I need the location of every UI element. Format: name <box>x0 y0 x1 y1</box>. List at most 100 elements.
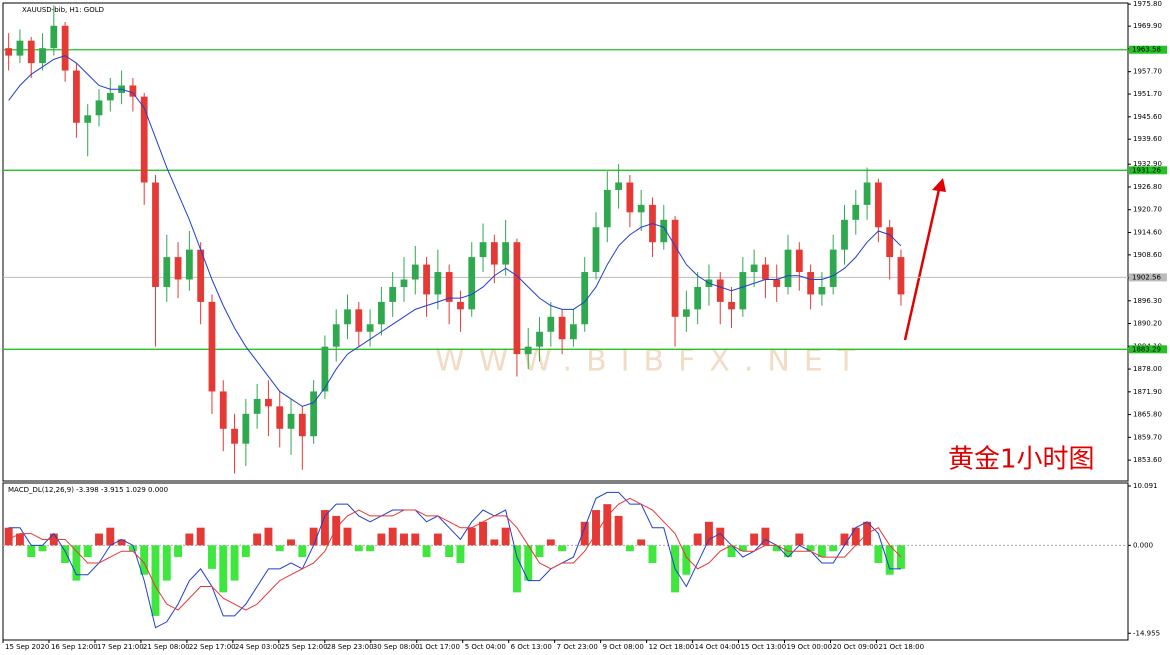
candle-body <box>95 100 103 116</box>
macd-histogram <box>4 527 13 546</box>
candle-body <box>536 331 543 347</box>
y-tick-label: 0.000 <box>1133 541 1153 549</box>
macd-histogram <box>840 533 849 546</box>
candle-body <box>682 309 690 317</box>
candle-body <box>716 279 724 302</box>
current-price-label: 1902.56 <box>1132 273 1161 281</box>
candle-body <box>265 398 272 407</box>
candle-body <box>524 346 532 355</box>
macd-histogram <box>117 539 126 546</box>
macd-histogram <box>140 545 149 575</box>
candle-body <box>39 48 46 64</box>
macd-histogram <box>682 545 691 575</box>
x-tick-label: 17 Sep 21:00 <box>97 643 144 651</box>
macd-histogram <box>716 527 725 546</box>
y-tick-label: 1932.90 <box>1133 160 1162 168</box>
candle-body <box>513 242 521 355</box>
arrow-head <box>932 178 946 192</box>
y-tick-label: 1951.70 <box>1133 90 1162 98</box>
macd-histogram <box>614 515 623 546</box>
x-tick-label: 20 Oct 09:00 <box>832 643 878 651</box>
candle-body <box>479 242 487 258</box>
macd-histogram <box>772 545 781 552</box>
macd-histogram <box>106 527 115 546</box>
level-label: 1963.58 <box>1132 46 1161 54</box>
macd-histogram <box>219 545 228 593</box>
macd-histogram <box>501 527 510 546</box>
macd-histogram <box>795 533 804 546</box>
candle-body <box>547 316 555 332</box>
macd-histogram <box>27 545 36 558</box>
macd-histogram <box>704 521 713 546</box>
y-tick-label: 1975.80 <box>1133 0 1162 8</box>
macd-histogram <box>738 545 747 552</box>
x-tick-label: 28 Sep 23:00 <box>327 643 374 651</box>
candle-body <box>694 286 702 310</box>
candle-body <box>874 182 882 228</box>
candle-body <box>378 301 385 325</box>
candle-body <box>310 391 318 437</box>
x-tick-label: 5 Oct 04:00 <box>465 643 506 651</box>
macd-histogram <box>354 545 363 552</box>
y-tick-label: 1871.90 <box>1133 388 1162 396</box>
candle-body <box>490 242 498 265</box>
candle-body <box>389 286 397 302</box>
level-box <box>1129 166 1167 175</box>
candle-body <box>750 264 758 273</box>
candle-body <box>411 264 419 280</box>
candle-body <box>163 257 171 287</box>
macd-histogram <box>750 533 759 546</box>
macd-histogram <box>332 515 341 546</box>
candle-body <box>626 182 634 213</box>
x-tick-label: 1 Oct 17:00 <box>419 643 460 651</box>
candle-body <box>739 272 747 310</box>
annotation: 黄金1小时图 <box>948 445 1095 475</box>
macd-histogram <box>61 545 70 563</box>
y-tick-label: 10.091 <box>1133 482 1158 490</box>
candle-body <box>276 406 284 429</box>
candle-body <box>570 324 577 340</box>
candle-body <box>298 413 306 437</box>
y-tick-label: 1945.60 <box>1133 113 1162 121</box>
candle-body <box>637 204 645 213</box>
candle-body <box>795 249 803 273</box>
candle-body <box>829 249 837 287</box>
macd-histogram <box>445 545 454 558</box>
macd-histogram <box>817 545 826 558</box>
y-tick-label: 1957.70 <box>1133 68 1162 76</box>
macd-histogram <box>309 527 318 546</box>
candle-body <box>27 40 35 64</box>
candle-body <box>140 96 148 183</box>
macd-histogram <box>388 527 397 546</box>
candle-body <box>671 219 679 317</box>
arrow <box>903 184 942 341</box>
candle-body <box>784 249 792 287</box>
macd-histogram <box>185 533 194 546</box>
y-tick-label: 1914.60 <box>1133 228 1162 236</box>
macd-histogram <box>208 545 216 569</box>
candle-body <box>660 219 668 243</box>
macd-histogram <box>524 545 533 581</box>
candle-body <box>253 398 261 414</box>
macd-histogram <box>625 545 634 552</box>
candle-body <box>152 182 159 287</box>
macd-histogram <box>287 539 295 546</box>
macd-histogram <box>829 545 838 552</box>
macd-histogram <box>512 545 521 593</box>
macd-histogram <box>558 545 567 552</box>
candle-body <box>174 257 182 280</box>
macd-histogram <box>411 533 420 546</box>
candle-body <box>332 324 340 347</box>
x-tick-label: 7 Oct 23:00 <box>557 643 598 651</box>
macd-histogram <box>422 545 431 558</box>
candle-body <box>16 40 24 56</box>
x-tick-label: 15 Sep 2020 <box>5 643 49 651</box>
x-tick-label: 16 Sep 12:00 <box>51 643 98 651</box>
macd-histogram <box>377 533 386 546</box>
macd-histogram <box>298 545 307 558</box>
macd-title: MACD_DL(12,26,9) -3.398 -3.915 1.029 0.0… <box>8 486 168 494</box>
candle-body <box>841 219 848 250</box>
macd-histogram <box>400 533 408 546</box>
macd-histogram <box>162 545 171 581</box>
